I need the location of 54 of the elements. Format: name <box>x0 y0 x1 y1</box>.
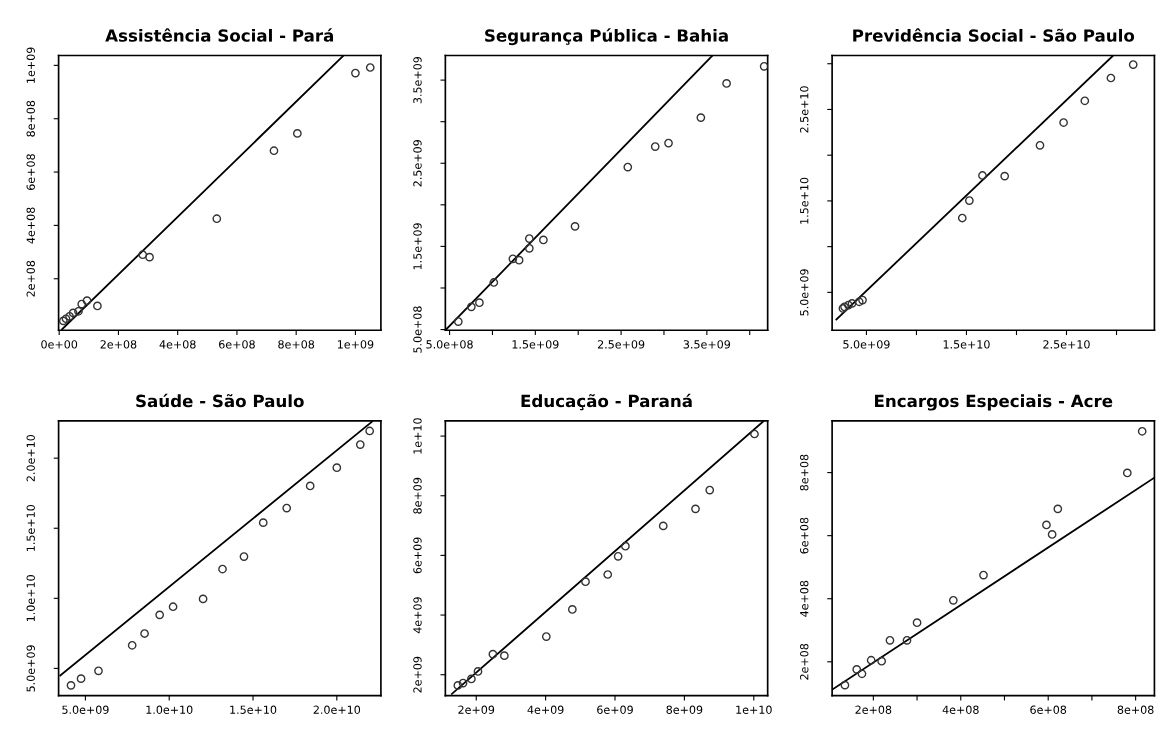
x-tick-label: 0e+00 <box>41 340 78 349</box>
y-tick-label: 2e+08 <box>26 260 35 297</box>
y-tick-label: 4e+08 <box>800 580 809 617</box>
y-tick-label: 1.5e+09 <box>413 223 422 270</box>
x-tick-label: 4e+08 <box>159 340 196 349</box>
chart-title: Saúde - São Paulo <box>136 393 304 408</box>
x-tick-label: 1.5e+09 <box>512 340 559 349</box>
x-tick-label: 2.5e+09 <box>597 340 645 349</box>
x-tick-label: 1.5e+10 <box>230 705 277 714</box>
chart-title: Segurança Pública - Bahia <box>485 28 728 46</box>
x-tick-label: 2e+08 <box>100 340 137 349</box>
x-tick-label: 5.0e+09 <box>843 340 890 349</box>
x-tick-label: 8e+08 <box>1117 705 1154 714</box>
x-tick-label: 8e+09 <box>666 705 703 714</box>
x-tick-label: 2e+09 <box>458 705 495 714</box>
x-tick-label: 5.0e+08 <box>426 340 473 349</box>
x-tick-label: 8e+08 <box>278 340 315 349</box>
y-tick-label: 8e+08 <box>26 100 35 137</box>
x-tick-label: 3.5e+09 <box>683 340 731 349</box>
y-tick-label: 1.5e+10 <box>26 505 35 551</box>
y-tick-label: 2.5e+09 <box>413 140 422 187</box>
y-tick-label: 4e+09 <box>413 597 422 634</box>
y-tick-label: 2.5e+10 <box>800 86 809 133</box>
y-tick-label: 6e+08 <box>26 154 35 190</box>
y-tick-label: 2e+08 <box>800 643 809 680</box>
x-tick-label: 4e+08 <box>942 705 979 714</box>
y-tick-label: 1.5e+10 <box>800 177 809 224</box>
x-tick-label: 6e+08 <box>219 340 255 349</box>
x-tick-label: 4e+09 <box>527 705 564 714</box>
x-tick-label: 1.0e+10 <box>146 705 193 714</box>
chart-title: Previdência Social - São Paulo <box>853 28 1135 42</box>
y-tick-label: 1.0e+10 <box>26 575 35 622</box>
x-tick-label: 1e+10 <box>736 705 772 714</box>
y-tick-label: 3.5e+09 <box>413 56 422 104</box>
chart-title: Educação - Paraná <box>521 393 692 411</box>
y-tick-label: 5.0e+09 <box>800 269 809 316</box>
y-tick-label: 1e+09 <box>26 47 35 83</box>
y-tick-label: 8e+09 <box>413 477 422 514</box>
x-tick-label: 1.5e+10 <box>943 340 990 349</box>
x-tick-label: 2.5e+10 <box>1043 340 1090 349</box>
y-tick-label: 6e+09 <box>413 537 422 574</box>
x-tick-label: 2e+08 <box>855 705 892 714</box>
y-tick-label: 6e+08 <box>800 517 809 554</box>
y-tick-label: 1e+10 <box>413 418 422 454</box>
x-tick-label: 6e+09 <box>597 705 633 714</box>
y-tick-label: 2.0e+10 <box>26 434 35 482</box>
x-tick-label: 1e+09 <box>337 340 374 349</box>
y-tick-label: 4e+08 <box>26 207 35 244</box>
chart-title: Assistência Social - Pará <box>105 28 334 42</box>
x-tick-label: 2.0e+10 <box>313 705 361 714</box>
x-tick-label: 5.0e+09 <box>62 705 109 714</box>
chart-title: Encargos Especiais - Acre <box>875 394 1113 411</box>
x-tick-label: 6e+08 <box>1030 705 1067 714</box>
y-tick-label: 8e+08 <box>800 454 809 491</box>
